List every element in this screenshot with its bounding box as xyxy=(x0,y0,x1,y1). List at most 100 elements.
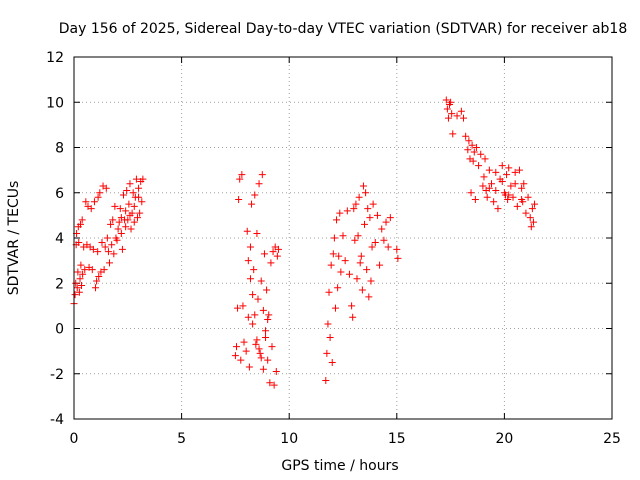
data-point xyxy=(333,216,341,224)
data-point xyxy=(255,180,263,188)
data-point xyxy=(119,191,127,199)
data-point xyxy=(334,284,342,292)
data-point xyxy=(371,239,379,247)
data-point xyxy=(87,205,95,213)
data-point xyxy=(231,352,239,360)
data-point xyxy=(133,214,141,222)
data-point xyxy=(368,243,376,251)
data-point xyxy=(529,218,537,226)
data-point xyxy=(117,214,125,222)
data-point xyxy=(125,200,133,208)
data-point xyxy=(355,193,363,201)
data-point xyxy=(394,254,402,262)
data-point xyxy=(359,182,367,190)
data-point xyxy=(373,211,381,219)
data-point xyxy=(469,157,477,165)
data-point xyxy=(111,202,119,210)
data-point xyxy=(481,155,489,163)
data-point xyxy=(325,288,333,296)
data-point xyxy=(136,209,144,217)
data-point xyxy=(235,196,243,204)
data-point xyxy=(492,168,500,176)
data-point xyxy=(518,184,526,192)
data-point xyxy=(480,173,488,181)
chart-title: Day 156 of 2025, Sidereal Day-to-day VTE… xyxy=(59,21,628,37)
data-point xyxy=(252,340,260,348)
data-point xyxy=(328,358,336,366)
data-point xyxy=(270,381,278,389)
data-point xyxy=(251,311,259,319)
plot-frame xyxy=(73,56,613,420)
data-point xyxy=(345,270,353,278)
data-point xyxy=(323,349,331,357)
data-point xyxy=(72,279,80,287)
data-point xyxy=(73,284,81,292)
x-axis-label: GPS time / hours xyxy=(281,458,398,474)
data-point xyxy=(95,272,103,280)
data-point xyxy=(237,356,245,364)
data-point xyxy=(104,248,112,256)
data-point xyxy=(351,236,359,244)
data-point xyxy=(515,166,523,174)
data-point xyxy=(477,150,485,158)
data-point xyxy=(520,180,528,188)
data-point xyxy=(244,313,252,321)
data-point xyxy=(442,96,450,104)
data-point xyxy=(115,218,123,226)
data-point xyxy=(524,193,532,201)
data-point xyxy=(76,220,84,228)
data-point xyxy=(339,232,347,240)
data-point xyxy=(485,166,493,174)
data-point xyxy=(82,198,90,206)
data-point xyxy=(460,114,468,122)
data-points xyxy=(70,96,539,389)
data-point xyxy=(249,291,257,299)
data-point xyxy=(369,200,377,208)
data-point xyxy=(239,302,247,310)
data-point xyxy=(527,223,535,231)
data-point xyxy=(475,162,483,170)
data-point xyxy=(248,200,256,208)
data-point xyxy=(526,214,534,222)
data-point xyxy=(264,356,272,364)
data-point xyxy=(129,189,137,197)
data-point xyxy=(101,243,109,251)
data-point xyxy=(259,365,267,373)
data-point xyxy=(250,266,258,274)
data-point xyxy=(92,284,100,292)
data-point xyxy=(376,261,384,269)
data-point xyxy=(93,277,101,285)
data-point xyxy=(259,306,267,314)
data-point xyxy=(518,196,526,204)
data-point xyxy=(108,241,116,249)
data-point xyxy=(75,288,83,296)
data-point xyxy=(326,334,334,342)
data-point xyxy=(107,220,115,228)
data-point xyxy=(94,248,102,256)
data-point xyxy=(257,277,265,285)
data-point xyxy=(96,189,104,197)
data-point xyxy=(79,270,87,278)
data-point xyxy=(242,347,250,355)
data-point xyxy=(348,302,356,310)
data-point xyxy=(135,193,143,201)
data-point xyxy=(457,107,465,115)
data-point xyxy=(504,196,512,204)
data-point xyxy=(253,229,261,237)
data-point xyxy=(78,282,86,290)
x-tick-label: 20 xyxy=(495,431,513,447)
data-point xyxy=(262,327,270,335)
data-point xyxy=(386,214,394,222)
data-point xyxy=(246,275,254,283)
data-point xyxy=(77,261,85,269)
x-tick-label: 5 xyxy=(177,431,186,447)
y-tick-label: -4 xyxy=(50,412,64,428)
data-point xyxy=(361,220,369,228)
data-point xyxy=(256,349,264,357)
data-point xyxy=(124,216,132,224)
y-tick-label: 6 xyxy=(55,186,64,202)
data-point xyxy=(89,245,97,253)
data-point xyxy=(267,259,275,267)
data-point xyxy=(503,171,511,179)
data-point xyxy=(467,189,475,197)
